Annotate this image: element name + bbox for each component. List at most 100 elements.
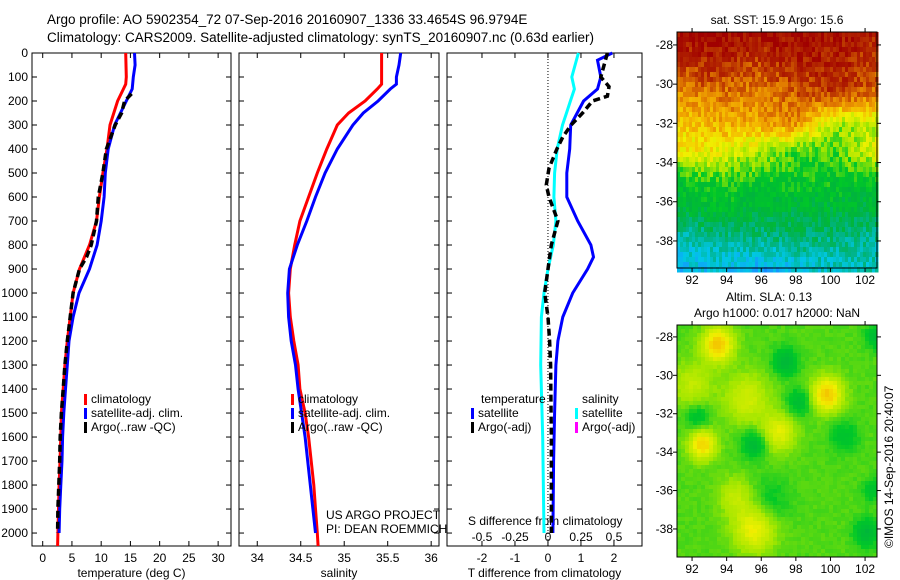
- legend-marker: [84, 408, 87, 419]
- y-tick-label: 100: [8, 70, 28, 84]
- sla-map-panel: 92 94 96 98 100 102 -28 -30 -32 -34 -36 -38 Altim. S…: [656, 290, 881, 576]
- y-tick-label: 1600: [1, 430, 28, 444]
- x2-tick-label: -0.25: [501, 530, 529, 544]
- x-tick-label: 1: [578, 551, 585, 565]
- copyright-timestamp: ©IMOS 14-Sep-2016 20:40:07: [882, 385, 896, 548]
- x2-tick-label: 0.25: [569, 530, 593, 544]
- legend-label: satellite-adj. clim.: [298, 406, 390, 420]
- y-tick-label: 1100: [2, 310, 28, 324]
- x-axis-label: temperature (deg C): [77, 566, 185, 580]
- y-tick-label: 0: [21, 46, 28, 60]
- lat-tick-label: -32: [656, 407, 674, 421]
- lon-tick-label: 102: [855, 273, 875, 287]
- legend-marker: [291, 394, 294, 405]
- lat-tick-label: -34: [656, 445, 674, 459]
- y-tick-label: 1500: [1, 406, 28, 420]
- y-tick-label: 1800: [1, 478, 28, 492]
- legend-label: Argo(-adj): [582, 420, 635, 434]
- series-line-argo-raw-qc-: [55, 92, 133, 534]
- x-tick-label: 34: [251, 551, 265, 565]
- y-tick-label: 800: [8, 238, 28, 252]
- legend-label: satellite: [478, 406, 519, 420]
- lat-tick-label: -30: [656, 368, 674, 382]
- lat-tick-label: -32: [656, 116, 674, 130]
- y-tick-label: 2000: [1, 526, 28, 540]
- x-tick-label: 15: [124, 551, 138, 565]
- x-tick-label: 36: [424, 551, 438, 565]
- series-line-t-satellite: [551, 51, 613, 534]
- map-frame: [676, 324, 878, 558]
- legend-marker: [471, 408, 474, 419]
- pi-credit: PI: DEAN ROEMMICH: [326, 522, 447, 536]
- legend-marker: [471, 422, 474, 433]
- x-tick-label: 30: [211, 551, 225, 565]
- y-tick-label: 600: [8, 190, 28, 204]
- lon-tick-label: 92: [685, 562, 699, 576]
- lon-tick-label: 98: [789, 562, 803, 576]
- legend-title: temperature: [481, 392, 546, 406]
- heatmap-cells: [677, 32, 879, 273]
- x2-tick-label: -0.5: [472, 530, 493, 544]
- legend-marker: [575, 408, 578, 419]
- plot-area: [238, 52, 440, 547]
- lon-tick-label: 100: [820, 273, 840, 287]
- x-tick-label: 34.5: [289, 551, 313, 565]
- y-tick-label: 500: [8, 166, 28, 180]
- plot-area: [31, 52, 232, 547]
- lon-tick-label: 100: [820, 562, 840, 576]
- y-tick-label: 300: [8, 118, 28, 132]
- legend-marker: [291, 408, 294, 419]
- y-tick-label: 200: [8, 94, 28, 108]
- lon-tick-label: 92: [685, 273, 699, 287]
- map-title: Altim. SLA: 0.13: [726, 290, 812, 304]
- lat-tick-label: -30: [656, 77, 674, 91]
- legend-label: Argo(..raw -QC): [91, 420, 176, 434]
- x-tick-label: 0: [39, 551, 46, 565]
- x-tick-label: 0: [545, 551, 552, 565]
- sst-map-panel: 92 94 96 98 100 102 -28 -30 -32 -34 -36 -38 sat. SST…: [656, 13, 881, 287]
- y-tick-label: 1000: [1, 286, 28, 300]
- map-frame: [676, 31, 878, 269]
- lat-tick-label: -28: [656, 330, 674, 344]
- lat-tick-label: -28: [656, 38, 674, 52]
- legend-marker: [575, 422, 578, 433]
- y-tick-label: 700: [8, 214, 28, 228]
- temperature-profile-panel: 0100200300400500600700800900100011001200…: [1, 46, 232, 580]
- y-tick-label: 1700: [1, 454, 28, 468]
- lat-tick-label: -36: [656, 195, 674, 209]
- x2-tick-label: 0.5: [606, 530, 623, 544]
- legend-label: climatology: [298, 392, 358, 406]
- legend-label: climatology: [91, 392, 151, 406]
- legend-label: satellite: [582, 406, 623, 420]
- x-tick-label: 35: [338, 551, 352, 565]
- series-line-s-satellite: [539, 52, 580, 534]
- map-title: sat. SST: 15.9 Argo: 15.6: [711, 13, 844, 27]
- lon-tick-label: 102: [855, 562, 875, 576]
- y-tick-label: 1300: [1, 358, 28, 372]
- lat-tick-label: -34: [656, 156, 674, 170]
- legend-title: salinity: [582, 392, 619, 406]
- x2-tick-label: 0: [545, 530, 552, 544]
- lon-tick-label: 98: [789, 273, 803, 287]
- x-axis-label: T difference from climatology: [468, 566, 622, 580]
- y-tick-label: 400: [8, 142, 28, 156]
- lat-tick-label: -38: [656, 234, 674, 248]
- legend-label: satellite-adj. clim.: [91, 406, 183, 420]
- lon-tick-label: 94: [720, 273, 734, 287]
- header-profile-line: Argo profile: AO 5902354_72 07-Sep-2016 …: [47, 12, 527, 27]
- lon-tick-label: 94: [720, 562, 734, 576]
- x-axis-label: salinity: [321, 566, 358, 580]
- legend-marker: [84, 422, 87, 433]
- project-credit: US ARGO PROJECT: [326, 508, 441, 522]
- x-tick-label: 35.5: [376, 551, 400, 565]
- legend-label: Argo(..raw -QC): [298, 420, 383, 434]
- heatmap-cells: [677, 325, 878, 558]
- y-tick-label: 900: [8, 262, 28, 276]
- x-tick-label: 5: [69, 551, 76, 565]
- salinity-profile-panel: 34 34.5 35 35.5 36 salinity climatologysatelli…: [238, 52, 440, 580]
- y-tick-label: 1900: [1, 502, 28, 516]
- legend-label: Argo(-adj): [478, 420, 531, 434]
- y-tick-label: 1400: [1, 382, 28, 396]
- x-tick-label: -1: [510, 551, 521, 565]
